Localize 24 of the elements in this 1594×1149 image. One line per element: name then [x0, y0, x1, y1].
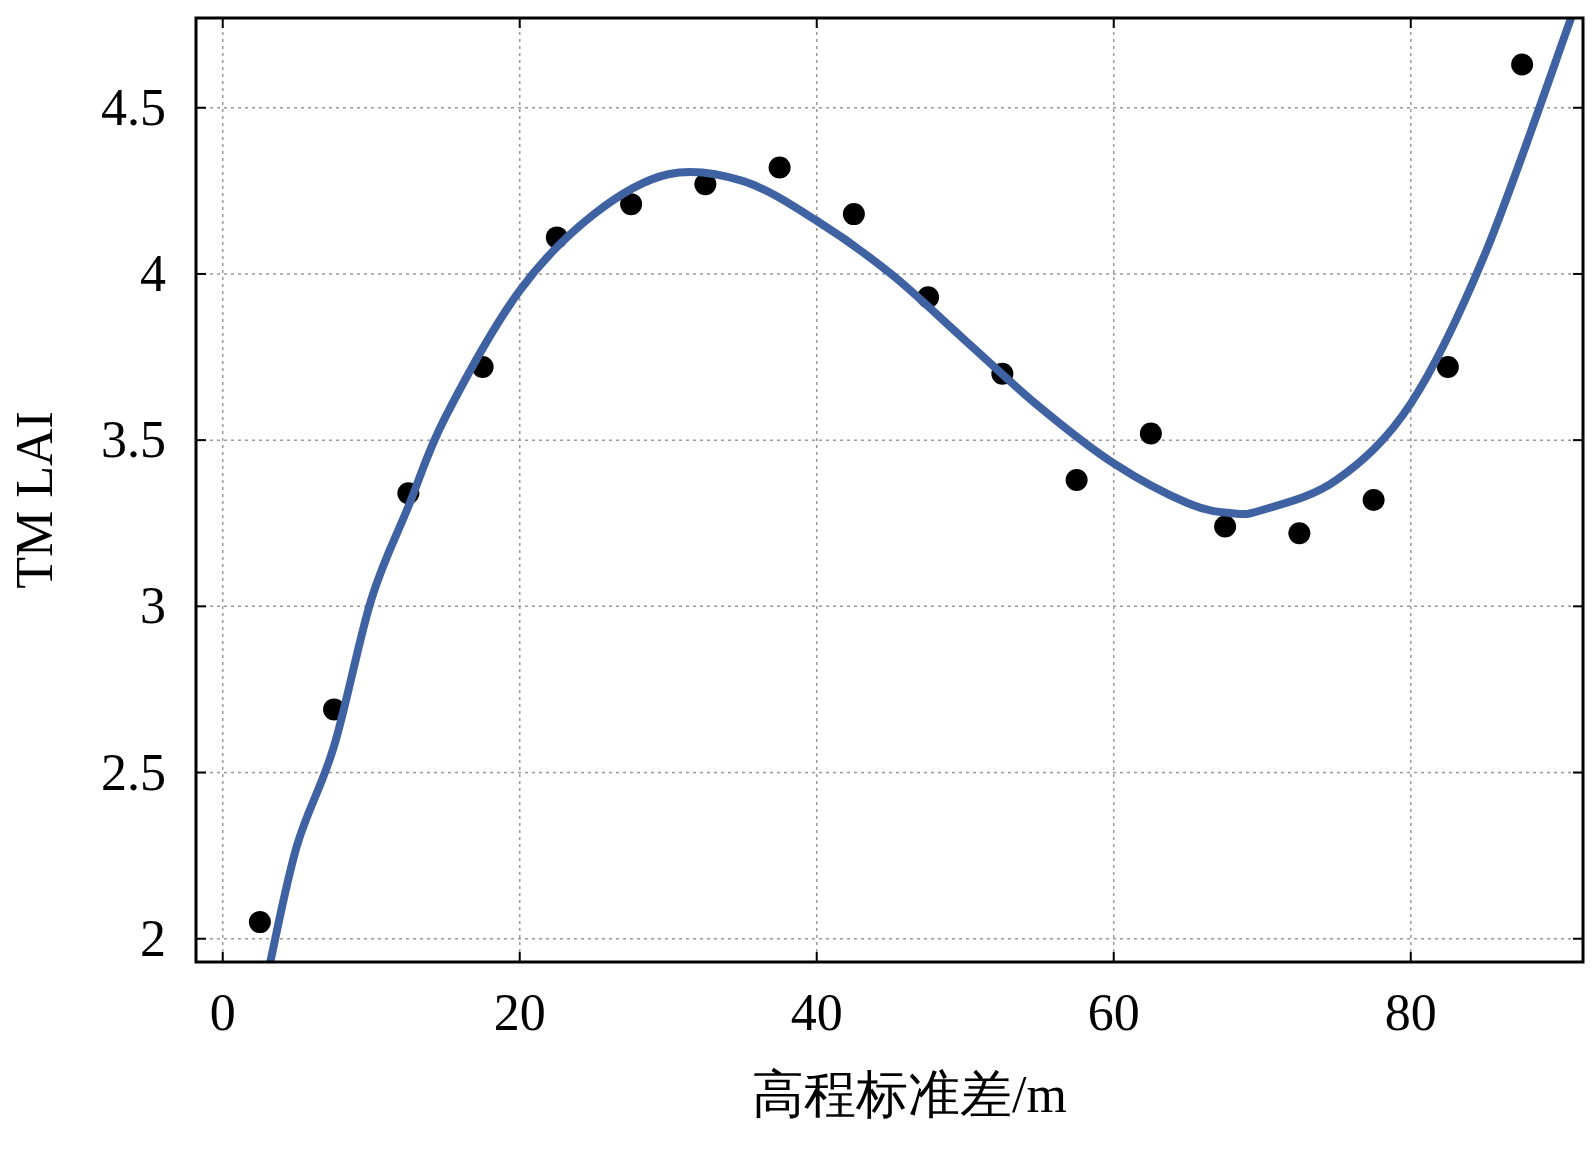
- point: [1139, 422, 1162, 445]
- point: [1362, 488, 1385, 511]
- y-tick-label: 3.5: [101, 411, 166, 469]
- point: [1214, 515, 1237, 538]
- y-tick-label: 3: [140, 577, 166, 635]
- point: [620, 193, 643, 216]
- x-tick-label: 80: [1384, 984, 1437, 1041]
- point: [1065, 469, 1088, 492]
- point: [1288, 522, 1311, 545]
- point: [248, 911, 271, 934]
- x-tick-label: 0: [209, 984, 236, 1041]
- y-tick-label: 4: [140, 244, 166, 302]
- x-tick-label: 40: [790, 984, 843, 1041]
- y-tick-label: 2: [140, 909, 166, 967]
- x-tick-label: 20: [493, 984, 546, 1041]
- x-tick-label: 60: [1087, 984, 1140, 1041]
- point: [842, 203, 865, 226]
- x-axis-title: 高程标准差/m: [752, 1066, 1067, 1123]
- point: [1436, 356, 1459, 379]
- y-tick-label: 2.5: [101, 743, 166, 801]
- y-tick-label: 4.5: [101, 78, 166, 136]
- point: [768, 156, 791, 179]
- y-axis-title: TM LAI: [6, 411, 63, 589]
- point: [1511, 53, 1534, 76]
